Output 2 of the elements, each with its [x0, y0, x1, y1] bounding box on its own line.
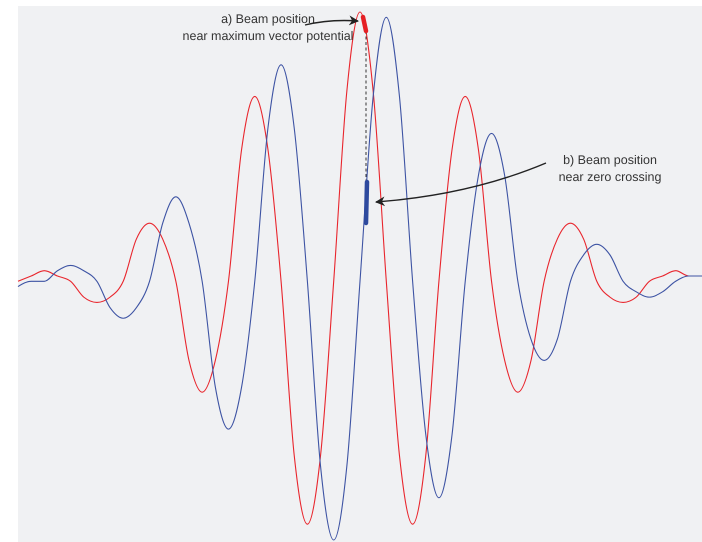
annotation: b) Beam position near zero crossing [558, 153, 662, 184]
annotation: a) Beam position near maximum vector potential [182, 12, 354, 43]
